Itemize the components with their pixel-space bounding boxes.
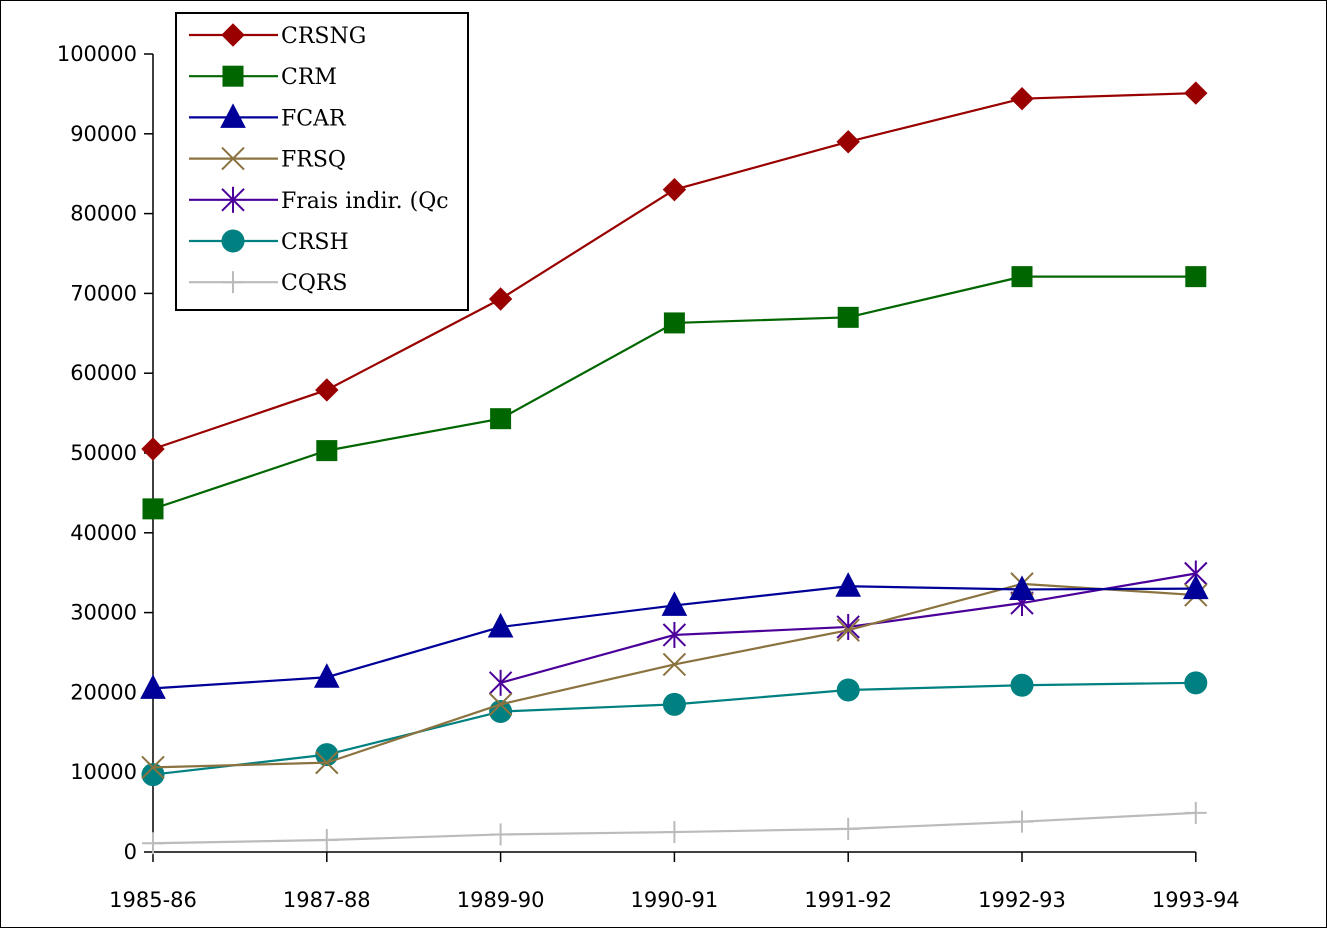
legend-entry-crsng: CRSNG xyxy=(189,23,366,49)
data-point-frsq xyxy=(141,755,165,780)
x-tick-label: 1990-91 xyxy=(631,888,719,912)
x-tick-label: 1985-86 xyxy=(109,888,197,912)
legend-marker xyxy=(220,103,246,128)
x-tick-label: 1993-94 xyxy=(1152,888,1240,912)
data-point-cqrs xyxy=(1011,810,1033,833)
series-layer xyxy=(140,81,1209,855)
series-cqrs xyxy=(142,801,1207,855)
y-tick-label: 70000 xyxy=(70,281,137,305)
series-line-crm xyxy=(152,275,1196,510)
data-point-frais-indir-qc xyxy=(662,621,687,648)
legend-marker xyxy=(222,271,244,294)
y-tick-label: 20000 xyxy=(70,680,137,704)
data-point-crsh xyxy=(836,678,860,702)
data-point-crsh xyxy=(1184,671,1208,695)
y-tick-label: 10000 xyxy=(70,760,137,784)
data-point-crm xyxy=(316,440,338,462)
data-point-fcar xyxy=(661,591,688,616)
data-point-frsq xyxy=(315,750,339,775)
data-point-cqrs xyxy=(663,821,686,844)
legend-entry-frsq: FRSQ xyxy=(189,146,346,173)
legend-box xyxy=(175,12,469,311)
legend-label: FCAR xyxy=(281,106,347,131)
legend-entry-crm: CRM xyxy=(189,65,337,90)
data-point-crsng xyxy=(1184,81,1208,105)
data-point-frsq xyxy=(836,618,860,642)
y-tick-label: 100000 xyxy=(57,42,137,66)
legend-label: CRSH xyxy=(281,230,349,255)
legend-marker xyxy=(221,146,245,171)
y-tick-label: 0 xyxy=(124,840,137,864)
series-frais-indir-qc xyxy=(488,560,1208,696)
x-tick-label: 1987-88 xyxy=(283,888,371,912)
data-point-crsng xyxy=(836,130,860,154)
data-point-crsng xyxy=(488,287,513,311)
x-tick-label: 1992-93 xyxy=(978,888,1066,912)
data-point-frais-indir-qc xyxy=(488,669,513,696)
data-point-crsng xyxy=(315,378,339,402)
x-tick-label: 1989-90 xyxy=(457,888,545,912)
data-point-fcar xyxy=(1009,575,1035,600)
legend-entry-fcar: FCAR xyxy=(189,103,347,131)
legend-marker xyxy=(221,186,245,213)
legend-entry-cqrs: CQRS xyxy=(189,271,348,296)
data-point-crm xyxy=(837,306,859,328)
data-point-cqrs xyxy=(489,823,512,846)
data-point-cqrs xyxy=(1184,801,1207,824)
data-point-frsq xyxy=(662,652,687,677)
y-tick-label: 40000 xyxy=(70,521,137,545)
data-point-cqrs xyxy=(837,817,860,840)
legend-label: Frais indir. (Qc xyxy=(281,189,449,214)
axes: 0 10000 20000 30000 40000 50000 60000 70000 8000… xyxy=(57,42,1240,912)
data-point-crsh xyxy=(662,692,686,716)
data-point-crm xyxy=(490,408,512,430)
legend-entry-crsh: CRSH xyxy=(189,229,349,255)
data-point-frais-indir-qc xyxy=(836,613,860,640)
y-tick-label: 80000 xyxy=(70,202,137,226)
data-point-crsh xyxy=(1010,673,1034,697)
series-crm xyxy=(142,266,1207,520)
data-point-fcar xyxy=(835,572,862,597)
data-point-cqrs xyxy=(315,829,338,852)
legend: CRSNG CRM FCAR FRSQ Frais indir. (Qc CRSH CQRS xyxy=(175,12,469,311)
legend-label: CQRS xyxy=(281,271,348,296)
series-fcar xyxy=(140,572,1209,699)
x-tick-label: 1991-92 xyxy=(804,888,892,912)
data-point-crsh xyxy=(141,763,165,787)
legend-label: FRSQ xyxy=(281,148,346,173)
y-tick-label: 60000 xyxy=(70,361,137,385)
data-point-crm xyxy=(1011,266,1033,288)
data-point-crsng xyxy=(662,177,687,202)
data-point-crm xyxy=(142,498,164,520)
legend-label: CRM xyxy=(281,65,337,90)
legend-marker xyxy=(222,65,244,87)
data-point-frsq xyxy=(488,692,513,717)
legend-marker xyxy=(221,23,245,47)
legend-label: CRSNG xyxy=(281,24,366,49)
data-point-fcar xyxy=(1182,574,1209,600)
legend-marker xyxy=(221,229,245,253)
data-point-crm xyxy=(663,312,685,334)
data-point-fcar xyxy=(313,663,340,688)
data-point-crm xyxy=(1185,266,1207,288)
data-point-fcar xyxy=(487,612,514,638)
legend-entry-frais-indir-qc: Frais indir. (Qc xyxy=(189,186,449,214)
data-point-fcar xyxy=(140,674,166,699)
y-tick-label: 30000 xyxy=(70,601,137,625)
series-crsng xyxy=(141,81,1208,461)
y-tick-label: 90000 xyxy=(70,122,137,146)
data-point-crsng xyxy=(1010,86,1034,111)
series-crsh xyxy=(141,671,1208,787)
y-tick-label: 50000 xyxy=(70,441,137,465)
data-point-crsng xyxy=(141,437,165,461)
data-point-cqrs xyxy=(142,832,164,855)
